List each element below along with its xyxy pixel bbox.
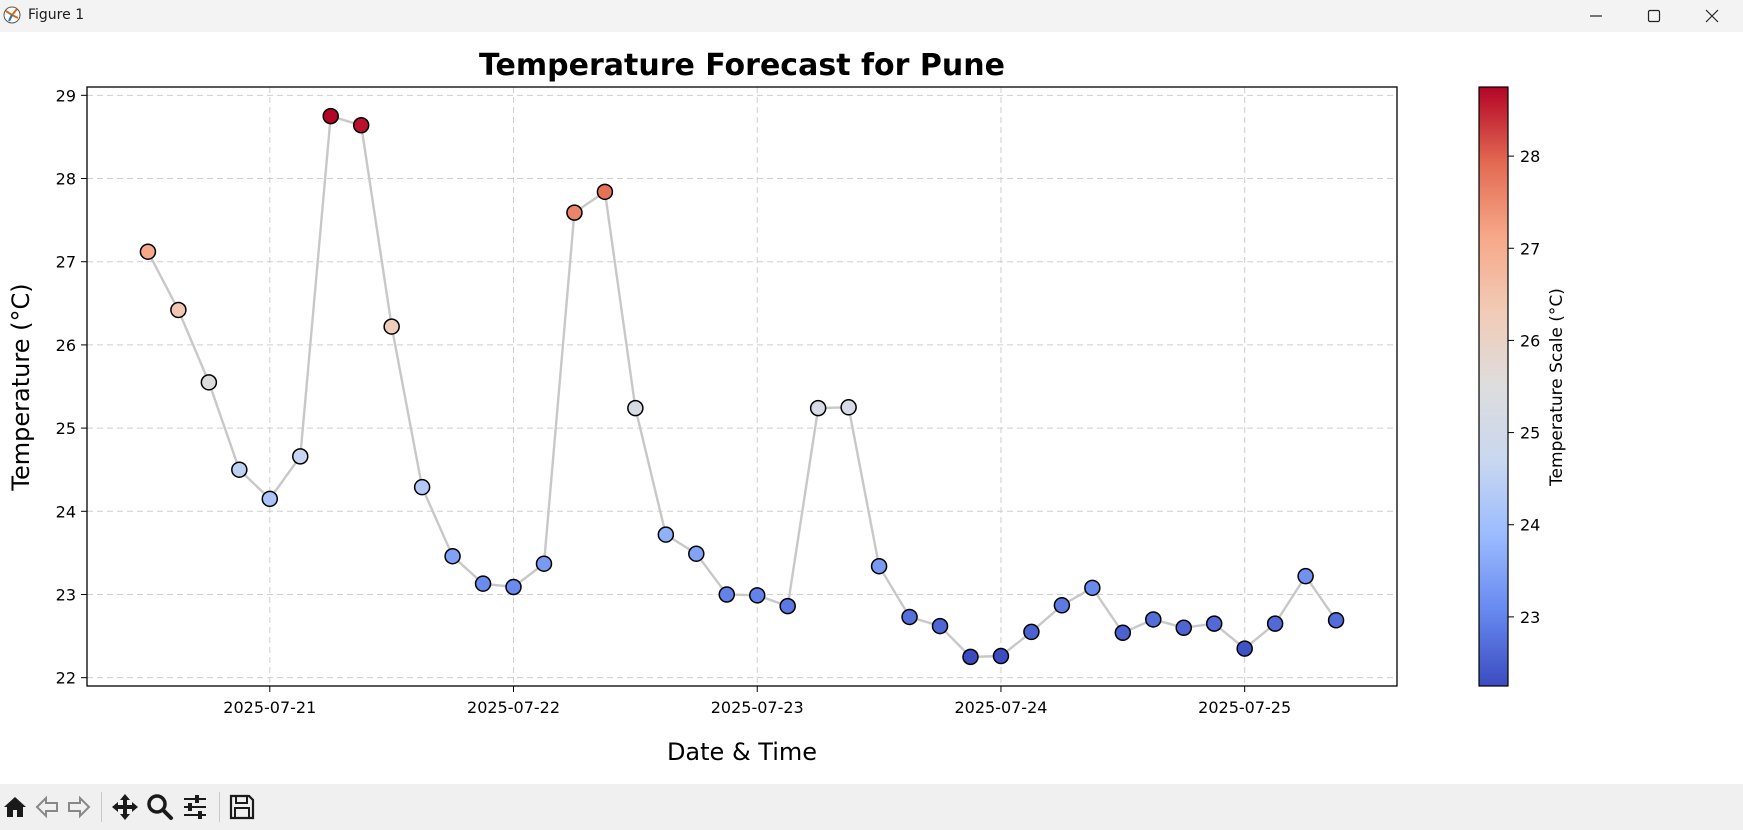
axes: 2025-07-21 2025-07-22 2025-07-23 2025-07-24… [56, 86, 1398, 717]
data-point [352, 117, 370, 134]
navigation-toolbar [0, 784, 1743, 830]
home-icon [4, 797, 26, 817]
maximize-button[interactable] [1625, 0, 1683, 32]
colorbar-tick-label: 26 [1520, 331, 1540, 350]
colorbar-tick-label: 25 [1520, 424, 1540, 443]
forward-button[interactable] [64, 792, 94, 822]
temperature-chart: Temperature Forecast for Pune Date & Tim… [7, 48, 1567, 766]
colorbar: 23 24 25 26 27 28 [1478, 86, 1540, 687]
data-point [444, 547, 461, 565]
colorbar-tick-label: 23 [1520, 608, 1540, 627]
toolbar-separator [101, 792, 102, 822]
data-point [962, 648, 979, 666]
window-title: Figure 1 [28, 7, 85, 23]
app-icon [3, 6, 21, 24]
data-point [1053, 597, 1071, 614]
minimize-icon [1590, 15, 1602, 17]
data-point [688, 545, 705, 562]
data-point [322, 107, 339, 125]
move-icon [112, 794, 138, 820]
y-tick-label: 27 [56, 253, 76, 272]
y-tick-label: 26 [56, 336, 76, 355]
data-point [1175, 619, 1192, 637]
x-tick-label: 2025-07-25 [1198, 698, 1291, 717]
data-point [870, 557, 888, 575]
data-point [657, 526, 675, 543]
x-tick-label: 2025-07-23 [711, 698, 804, 717]
y-tick-label: 29 [56, 86, 76, 105]
colorbar-label: Temperature Scale (°C) [1547, 288, 1567, 487]
grid [87, 87, 1397, 686]
data-point [748, 587, 766, 604]
y-tick-label: 28 [56, 170, 76, 189]
save-button[interactable] [227, 792, 257, 822]
pan-button[interactable] [110, 792, 140, 822]
data-point [505, 578, 522, 596]
data-point [809, 399, 827, 417]
window-titlebar: Figure 1 [0, 0, 1743, 32]
data-point [779, 597, 796, 615]
data-point [1266, 615, 1284, 632]
data-point [931, 617, 949, 635]
home-button[interactable] [0, 792, 30, 822]
colorbar-tick-label: 27 [1520, 239, 1540, 258]
y-tick-label: 25 [56, 419, 76, 438]
x-axis-label: Date & Time [667, 738, 817, 766]
data-point [992, 647, 1010, 665]
back-button[interactable] [32, 792, 62, 822]
minimize-button[interactable] [1567, 0, 1625, 32]
data-point [840, 399, 857, 416]
data-point [1145, 611, 1162, 628]
y-tick-label: 22 [56, 669, 76, 688]
data-point [231, 461, 248, 478]
plot-frame [86, 86, 1398, 687]
data-point [383, 318, 400, 335]
data-point [1327, 612, 1345, 629]
close-button[interactable] [1683, 0, 1741, 32]
floppy-disk-icon [229, 794, 255, 820]
data-point [261, 490, 279, 508]
data-point [1084, 579, 1101, 597]
series-line [146, 114, 1338, 659]
configure-subplots-button[interactable] [180, 792, 210, 822]
chart-title: Temperature Forecast for Pune [479, 48, 1005, 83]
data-point [627, 399, 644, 417]
colorbar-tick-label: 24 [1520, 516, 1540, 535]
data-point [474, 575, 492, 592]
y-tick-label: 24 [56, 502, 76, 521]
zoom-button[interactable] [145, 792, 175, 822]
data-point [901, 608, 918, 626]
data-point [718, 586, 736, 603]
data-point [1297, 567, 1314, 585]
figure-canvas[interactable]: Temperature Forecast for Pune Date & Tim… [0, 32, 1743, 784]
data-point [413, 478, 431, 496]
x-tick-label: 2025-07-24 [954, 698, 1047, 717]
close-icon [1705, 9, 1719, 23]
forward-arrow-icon [68, 795, 91, 819]
data-point [566, 204, 583, 221]
series-line-layer [146, 114, 1338, 659]
data-point [1205, 615, 1223, 632]
x-tick-label: 2025-07-22 [467, 698, 560, 717]
data-point [1023, 623, 1040, 641]
data-point [139, 243, 157, 260]
data-point [596, 183, 614, 201]
data-point [1236, 640, 1253, 657]
y-axis-label: Temperature (°C) [7, 283, 35, 491]
data-point [170, 301, 187, 319]
data-points [139, 107, 1345, 666]
maximize-icon [1647, 9, 1661, 23]
colorbar-tick-label: 28 [1520, 147, 1540, 166]
data-point [535, 555, 553, 572]
x-tick-label: 2025-07-21 [223, 698, 316, 717]
sliders-icon [184, 795, 206, 819]
magnifier-icon [147, 794, 173, 820]
y-tick-label: 23 [56, 585, 76, 604]
toolbar-separator [219, 792, 220, 822]
data-point [1114, 624, 1132, 642]
data-point [200, 374, 218, 391]
back-arrow-icon [35, 795, 58, 819]
data-point [292, 448, 309, 465]
colorbar-bar [1478, 86, 1509, 687]
